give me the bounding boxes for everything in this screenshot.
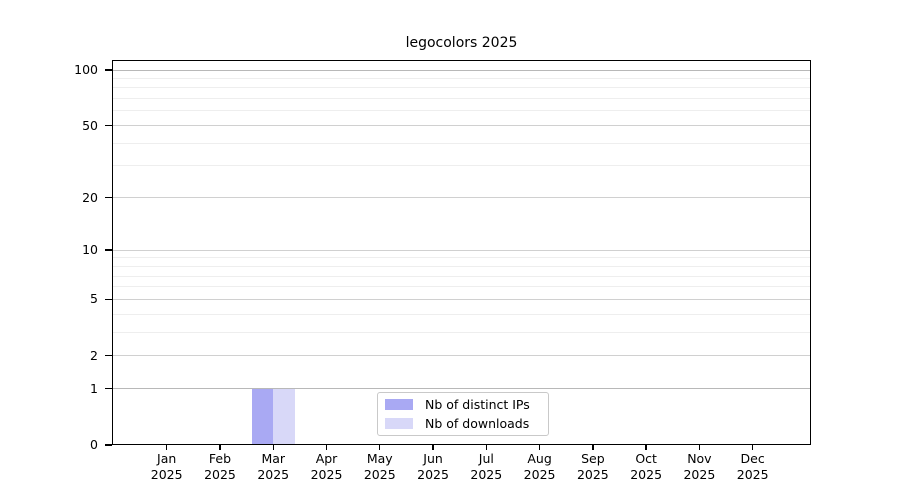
x-tick-sep	[592, 445, 594, 450]
gridline-5	[112, 298, 811, 300]
x-tick-apr	[325, 445, 328, 450]
gridline-1	[112, 388, 811, 390]
gridline-minor-8	[112, 265, 811, 267]
x-tick-label-mar: Mar 2025	[257, 451, 290, 482]
y-tick-label-0: 0	[90, 437, 98, 452]
x-tick-label-jun: Jun 2025	[417, 451, 449, 482]
legend-label-distinct-ips: Nb of distinct IPs	[425, 396, 530, 412]
gridline-20	[112, 197, 811, 199]
gridline-minor-40	[112, 142, 811, 144]
x-tick-label-aug: Aug 2025	[523, 451, 556, 482]
y-tick-2	[105, 355, 112, 357]
x-tick-feb	[219, 445, 221, 450]
x-tick-jun	[432, 445, 434, 450]
x-tick-label-apr: Apr 2025	[310, 451, 343, 482]
legend-swatch-downloads	[385, 418, 413, 429]
bar-nb-of-downloads	[273, 388, 295, 444]
x-tick-label-may: May 2025	[363, 451, 396, 482]
x-tick-jul	[485, 445, 487, 450]
x-tick-label-jan: Jan 2025	[150, 451, 183, 482]
gridline-minor-60	[112, 110, 811, 112]
x-tick-aug	[538, 445, 541, 450]
y-tick-100	[105, 69, 112, 71]
x-tick-jan	[166, 445, 168, 450]
x-tick-mar	[272, 445, 274, 450]
x-tick-label-jul: Jul 2025	[470, 451, 503, 482]
x-tick-label-nov: Nov 2025	[683, 451, 716, 482]
gridline-minor-3	[112, 331, 811, 333]
y-tick-label-50: 50	[82, 117, 98, 133]
x-tick-label-dec: Dec 2025	[736, 451, 769, 482]
legend-item-distinct-ips: Nb of distinct IPs	[385, 396, 541, 412]
bar-nb-of-distinct-ips	[251, 388, 274, 444]
gridline-minor-6	[112, 286, 811, 288]
legend: Nb of distinct IPs Nb of downloads	[377, 392, 549, 436]
legend-item-downloads: Nb of downloads	[385, 415, 541, 431]
gridline-100	[112, 69, 811, 71]
y-tick-label-1: 1	[90, 380, 98, 396]
x-tick-label-sep: Sep 2025	[576, 451, 609, 482]
x-tick-label-feb: Feb 2025	[204, 451, 236, 482]
x-tick-label-oct: Oct 2025	[630, 451, 663, 482]
y-tick-label-20: 20	[82, 189, 98, 205]
y-tick-label-100: 100	[74, 62, 98, 77]
y-tick-label-10: 10	[82, 242, 98, 258]
gridline-10	[112, 249, 811, 251]
gridline-minor-70	[112, 98, 811, 100]
plot-area	[112, 60, 811, 445]
y-tick-5	[105, 298, 112, 301]
chart-title: legocolors 2025	[405, 35, 518, 51]
y-tick-50	[105, 124, 112, 127]
x-tick-nov	[698, 445, 701, 450]
y-tick-0	[105, 444, 112, 446]
gridline-minor-30	[112, 165, 811, 167]
y-tick-label-5: 5	[90, 291, 98, 307]
y-tick-10	[105, 249, 112, 251]
gridline-minor-80	[112, 87, 811, 89]
gridline-minor-4	[112, 313, 811, 315]
x-tick-dec	[751, 445, 754, 450]
x-tick-oct	[645, 445, 647, 450]
y-tick-1	[105, 387, 112, 390]
gridline-minor-9	[112, 257, 811, 259]
x-tick-may	[379, 445, 381, 450]
y-tick-label-2: 2	[90, 347, 98, 363]
y-tick-20	[105, 196, 112, 199]
gridline-minor-90	[112, 77, 811, 79]
legend-label-downloads: Nb of downloads	[425, 415, 530, 431]
legend-swatch-distinct-ips	[385, 399, 413, 410]
gridline-2	[112, 355, 811, 357]
gridline-50	[112, 125, 811, 127]
gridline-minor-7	[112, 275, 811, 277]
